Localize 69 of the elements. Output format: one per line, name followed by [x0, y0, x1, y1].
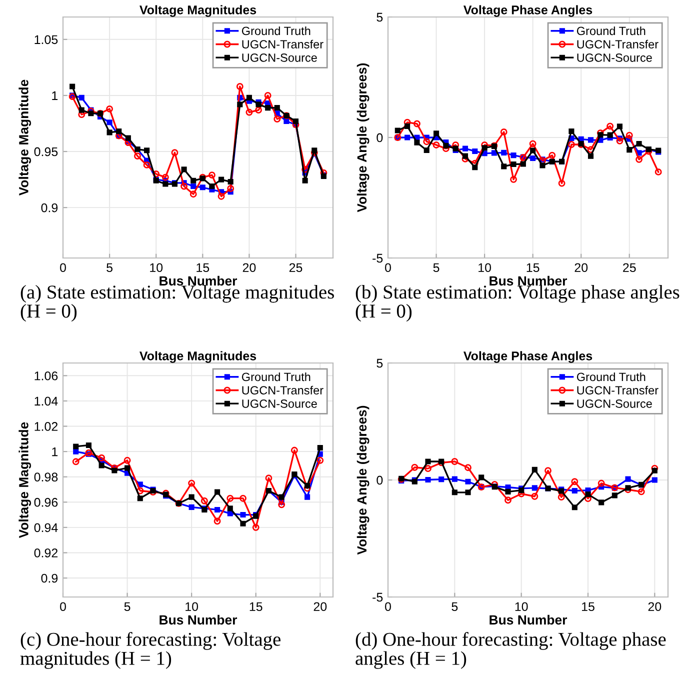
x-tick-label: 15 [582, 602, 594, 612]
y-tick-label: 1.04 [34, 396, 58, 406]
x-tick-label: 15 [526, 263, 540, 272]
legend-label: Ground Truth [242, 26, 310, 36]
x-axis-title: Bus Number [160, 276, 238, 286]
x-axis-title: Bus Number [490, 614, 568, 625]
text: (c) One-hour forecasting: Voltage magnitudes (H = 1) [20, 632, 280, 669]
y-tick-label: 5 [376, 358, 383, 368]
y-tick-label: 1.06 [34, 371, 58, 380]
y-tick-label: 0.94 [34, 523, 58, 532]
legend-label: UGCN-Source [577, 53, 652, 62]
chart-title: Voltage Phase Angles [463, 351, 592, 363]
legend-label: UGCN-Transfer [242, 386, 324, 394]
text: (d) One-hour forecasting: Voltage phase angles (H = 1) [356, 632, 666, 669]
y-axis-title: Voltage Magnitude [18, 422, 32, 538]
x-tick-label: 25 [289, 263, 302, 272]
y-axis-title: Voltage Angle (degrees) [356, 63, 370, 212]
x-tick-label: 15 [250, 602, 262, 612]
y-tick-label: 5 [376, 12, 383, 22]
x-tick-label: 25 [623, 263, 636, 272]
y-tick-label: 0.96 [34, 498, 58, 507]
legend-label: UGCN-Transfer [577, 386, 658, 394]
y-tick-label: 1.05 [34, 35, 58, 44]
x-tick-label: 10 [478, 263, 492, 272]
x-tick-label: 10 [150, 263, 163, 272]
y-tick-label: 0.9 [41, 574, 58, 583]
y-tick-label: 0.95 [34, 147, 58, 156]
x-tick-label: 0 [385, 602, 391, 612]
x-tick-label: 20 [574, 263, 588, 272]
y-tick-label: -5 [372, 592, 383, 602]
x-tick-label: 15 [196, 263, 210, 272]
x-tick-label: 20 [242, 263, 256, 272]
x-tick-label: 10 [515, 602, 528, 612]
text: (a) State estimation: Voltage magnitudes (H = 0) [20, 285, 334, 322]
x-tick-label: 0 [385, 263, 391, 272]
chart-title: Voltage Magnitudes [140, 351, 256, 363]
x-tick-label: 20 [314, 602, 327, 612]
legend-label: UGCN-Source [577, 399, 652, 408]
text: (b) State estimation: Voltage phase angles (H = 0) [356, 285, 680, 322]
y-tick-label: 1 [52, 91, 58, 100]
legend-label: UGCN-Source [242, 53, 317, 62]
x-tick-label: 5 [452, 602, 458, 612]
legend-label: UGCN-Source [242, 399, 317, 408]
y-tick-label: 0.92 [34, 548, 58, 558]
x-tick-label: 10 [186, 602, 198, 612]
x-tick-label: 0 [60, 602, 66, 612]
legend-label: Ground Truth [242, 372, 310, 382]
x-tick-label: 0 [60, 263, 66, 272]
y-tick-label: 1.02 [34, 422, 58, 431]
legend-label: Ground Truth [576, 26, 646, 36]
chart-title: Voltage Magnitudes [140, 5, 256, 17]
y-tick-label: -5 [372, 254, 383, 263]
y-tick-label: 1 [52, 447, 58, 456]
x-tick-label: 5 [433, 263, 440, 272]
legend-label: Ground Truth [576, 372, 646, 382]
chart-title: Voltage Phase Angles [463, 5, 592, 17]
x-tick-label: 5 [124, 602, 130, 612]
x-tick-label: 5 [106, 263, 113, 272]
legend-label: UGCN-Transfer [577, 40, 658, 48]
x-tick-label: 20 [648, 602, 662, 612]
y-tick-label: 0 [376, 476, 383, 485]
y-axis-title: Voltage Magnitude [18, 80, 32, 196]
y-tick-label: 0.9 [41, 203, 58, 212]
y-tick-label: 0.98 [34, 472, 58, 482]
x-axis-title: Bus Number [490, 276, 568, 286]
y-axis-title: Voltage Angle (degrees) [356, 406, 370, 555]
x-axis-title: Bus Number [160, 614, 238, 625]
legend-label: UGCN-Transfer [242, 40, 324, 48]
y-tick-label: 0 [376, 133, 383, 142]
